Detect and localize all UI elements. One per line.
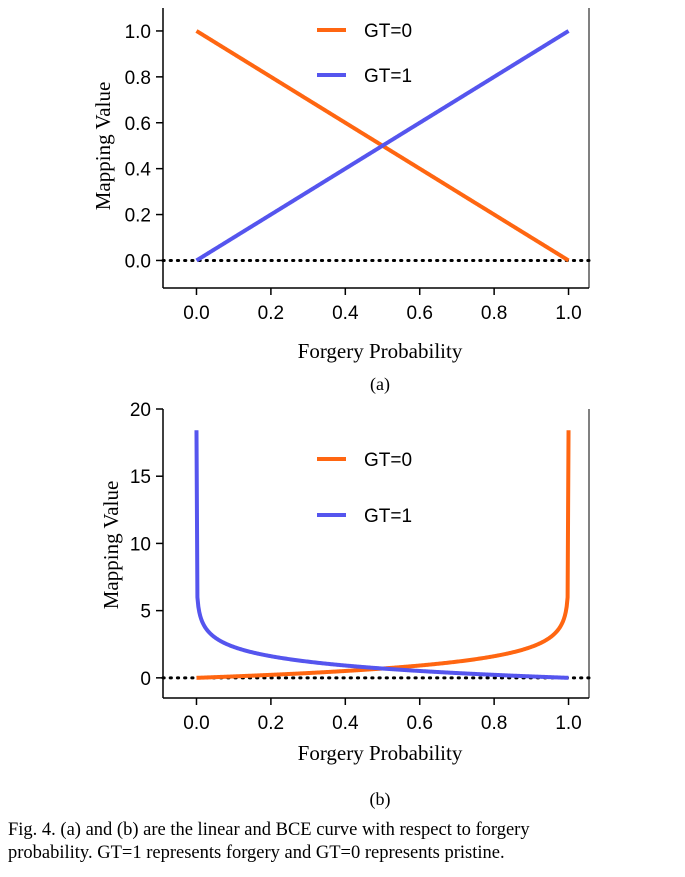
chart-b-y-tick-label: 15 xyxy=(130,467,151,488)
chart-a-x-tick-label: 1.0 xyxy=(555,303,581,324)
legend-label-gt0: GT=0 xyxy=(364,21,412,42)
figure: 0.0 0.2 0.4 0.6 0.8 1.0 0.0 0.2 0.4 0.6 0.8 1.0 GT… xyxy=(91,8,591,810)
chart-b: 0 5 10 15 20 0.0 0.2 0.4 0.6 0.8 1.0 GT=0 GT=1 Fo… xyxy=(99,400,591,810)
chart-b-x-tick-label: 1.0 xyxy=(555,713,581,734)
chart-a-y-tick-label: 0.6 xyxy=(125,114,151,135)
chart-a-y-tick-label: 0.0 xyxy=(125,251,151,272)
chart-a-legend: GT=0 GT=1 xyxy=(317,21,412,87)
chart-b-x-tick-label: 0.2 xyxy=(258,713,284,734)
chart-a: 0.0 0.2 0.4 0.6 0.8 1.0 0.0 0.2 0.4 0.6 0.8 1.0 GT… xyxy=(91,8,591,395)
chart-b-y-tick-label: 0 xyxy=(140,669,151,690)
chart-a-y-tick-label: 0.2 xyxy=(125,206,151,227)
legend-label-gt1: GT=1 xyxy=(364,506,412,527)
chart-b-y-tick-label: 10 xyxy=(130,534,151,555)
chart-b-y-tick-label: 20 xyxy=(130,400,151,421)
chart-a-x-tick-label: 0.0 xyxy=(183,303,209,324)
chart-b-legend: GT=0 GT=1 xyxy=(317,450,412,527)
chart-a-x-axis-label: Forgery Probability xyxy=(298,339,463,363)
chart-b-x-tick-label: 0.8 xyxy=(481,713,507,734)
caption-line-2: probability. GT=1 represents forgery and… xyxy=(8,843,505,863)
chart-b-x-tick-label: 0.6 xyxy=(407,713,433,734)
chart-b-x-axis-label: Forgery Probability xyxy=(298,741,463,765)
chart-b-x-tick-label: 0.0 xyxy=(183,713,209,734)
chart-a-y-tick-label: 0.4 xyxy=(125,160,152,181)
chart-a-x-tick-label: 0.4 xyxy=(332,303,359,324)
legend-label-gt1: GT=1 xyxy=(364,66,412,87)
chart-b-y-axis-label: Mapping Value xyxy=(99,481,123,610)
chart-a-y-tick-label: 1.0 xyxy=(125,22,151,43)
chart-a-series-gt1 xyxy=(195,29,570,263)
chart-a-y-tick-label: 0.8 xyxy=(125,68,151,89)
chart-a-x-tick-label: 0.8 xyxy=(481,303,507,324)
chart-a-panel-label: (a) xyxy=(370,374,390,395)
chart-b-x-tick-label: 0.4 xyxy=(332,713,359,734)
chart-a-y-axis-label: Mapping Value xyxy=(91,82,115,211)
chart-a-x-tick-label: 0.2 xyxy=(258,303,284,324)
chart-a-x-tick-label: 0.6 xyxy=(407,303,433,324)
chart-b-y-tick-label: 5 xyxy=(140,602,151,623)
figure-caption: Fig. 4. (a) and (b) are the linear and B… xyxy=(8,819,678,865)
legend-label-gt0: GT=0 xyxy=(364,450,412,471)
chart-b-series-gt1 xyxy=(194,430,570,680)
caption-line-1: Fig. 4. (a) and (b) are the linear and B… xyxy=(8,820,530,840)
chart-b-panel-label: (b) xyxy=(370,789,391,810)
